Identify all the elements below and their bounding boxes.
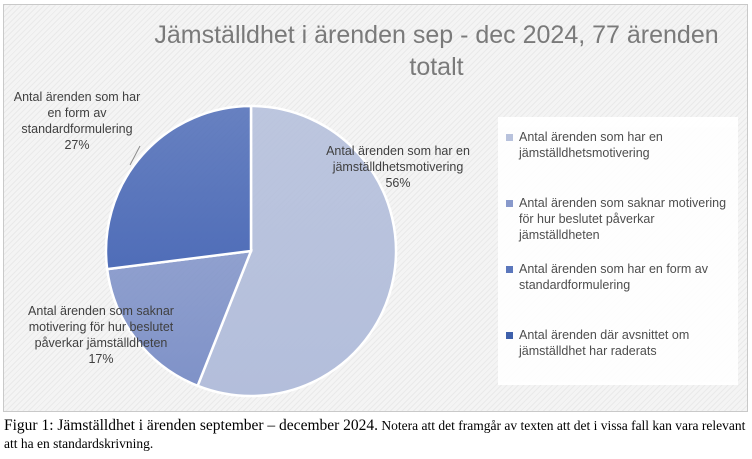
caption-lead: Figur 1: Jämställdhet i ärenden septembe… — [4, 417, 379, 434]
legend-label: Antal ärenden där avsnittet om jämställd… — [519, 328, 690, 358]
pie-chart — [104, 104, 398, 398]
data-label-text: Antal ärenden som har en form av standar… — [13, 90, 141, 136]
data-label-slice-2: Antal ärenden som saknar motivering för … — [21, 303, 181, 367]
legend-swatch — [506, 332, 513, 339]
legend-swatch — [506, 200, 513, 207]
pie-slice-1 — [195, 104, 398, 398]
chart-title: Jämställdhet i ärenden sep - dec 2024, 7… — [154, 21, 719, 81]
data-label-value: 27% — [64, 138, 90, 152]
leader-line — [129, 145, 141, 166]
legend-swatch — [506, 134, 513, 141]
pie-slice-3 — [104, 104, 253, 271]
legend: Antal ärenden som har en jämställdhetsmo… — [498, 117, 738, 385]
pie-slice-2 — [105, 249, 253, 388]
data-label-slice-1: Antal ärenden som har en jämställdhetsmo… — [313, 143, 483, 191]
chart-area: Jämställdhet i ärenden sep - dec 2024, 7… — [3, 4, 748, 412]
data-label-slice-3: Antal ärenden som har en form av standar… — [6, 89, 148, 153]
legend-label: Antal ärenden som har en form av standar… — [519, 262, 708, 292]
legend-item: Antal ärenden som har en jämställdhetsmo… — [506, 129, 734, 161]
legend-label: Antal ärenden som saknar motivering för … — [519, 196, 727, 242]
data-label-value: 56% — [385, 176, 411, 190]
data-label-value: 17% — [88, 352, 114, 366]
data-label-text: Antal ärenden som saknar motivering för … — [28, 304, 174, 350]
legend-item: Antal ärenden som saknar motivering för … — [506, 195, 734, 243]
legend-item: Antal ärenden där avsnittet om jämställd… — [506, 327, 734, 359]
legend-label: Antal ärenden som har en jämställdhetsmo… — [519, 130, 663, 160]
legend-item: Antal ärenden som har en form av standar… — [506, 261, 734, 293]
caption-rest: Notera att det framgår av texten att det… — [4, 418, 746, 451]
legend-swatch — [506, 266, 513, 273]
data-label-text: Antal ärenden som har en jämställdhetsmo… — [326, 144, 470, 174]
figure-caption: Figur 1: Jämställdhet i ärenden septembe… — [4, 417, 749, 453]
